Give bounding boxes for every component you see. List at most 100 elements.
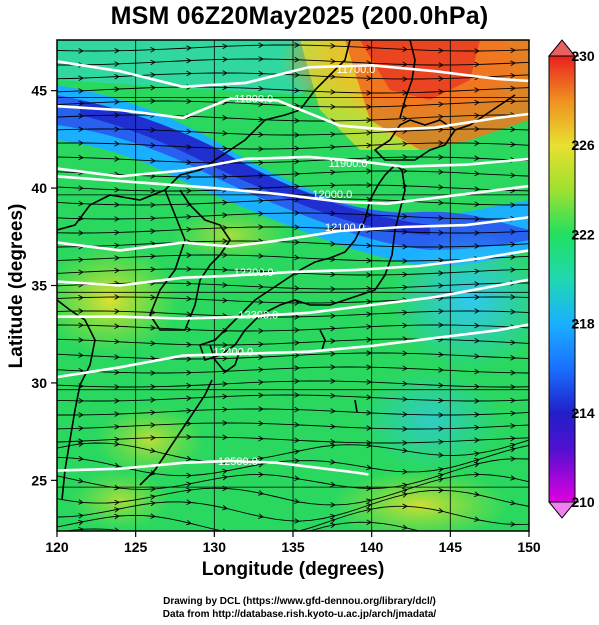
streamline-arrowhead xyxy=(366,425,372,431)
streamline-arrowhead xyxy=(150,142,156,149)
streamline-arrowhead xyxy=(510,521,516,528)
streamline-arrowhead xyxy=(186,481,192,488)
streamline-arrowhead xyxy=(474,337,480,344)
streamline-arrowhead xyxy=(294,210,300,216)
x-tick-label: 125 xyxy=(124,539,148,555)
streamline-arrowhead xyxy=(402,468,408,475)
streamline-arrowhead xyxy=(222,355,228,362)
contour-line xyxy=(57,459,369,476)
streamline-arrowhead xyxy=(258,101,264,107)
streamline-arrowhead xyxy=(438,140,444,146)
x-tick-label: 150 xyxy=(517,539,541,555)
streamline-arrowhead xyxy=(222,225,228,231)
streamline-arrowhead xyxy=(258,341,264,348)
streamline-arrowhead xyxy=(438,282,444,289)
streamline-arrowhead xyxy=(510,85,516,92)
lat-lon-grid xyxy=(57,40,529,531)
streamline-arrowhead xyxy=(186,45,192,51)
contour-label: 11800.0 xyxy=(234,93,273,105)
streamline-arrowhead xyxy=(186,455,192,462)
streamline-arrowhead xyxy=(294,183,300,190)
contour-line xyxy=(57,60,529,89)
streamline-arrowhead xyxy=(474,461,480,468)
streamline-arrowhead xyxy=(150,294,156,301)
streamline-arrowhead xyxy=(330,182,336,189)
streamline-arrowhead xyxy=(402,61,408,68)
streamline-arrowhead xyxy=(402,309,408,316)
streamline-arrowhead xyxy=(222,252,228,258)
colorbar-tick-label: 222 xyxy=(571,226,595,242)
streamline-arrowhead xyxy=(510,309,516,315)
streamline-arrowhead xyxy=(510,126,516,133)
streamline-arrowhead xyxy=(78,230,84,236)
streamline-arrowhead xyxy=(78,412,84,418)
map-figure: 11700.0 11800.0 11900.0 12000.0 12100.0 12200… xyxy=(6,39,595,580)
streamline-arrowhead xyxy=(150,157,156,164)
streamline-arrowhead xyxy=(258,490,264,496)
streamline-arrowhead xyxy=(438,199,444,206)
streamline-arrowhead xyxy=(510,397,516,404)
streamline-arrowhead xyxy=(222,130,228,137)
streamline-arrowhead xyxy=(438,184,444,191)
colorbar-tick-label: 226 xyxy=(571,137,595,153)
streamline-arrowhead xyxy=(474,186,480,192)
streamline-arrowhead xyxy=(258,56,264,62)
streamline-arrowhead xyxy=(150,84,156,91)
streamline-arrowhead xyxy=(510,72,516,79)
streamline-arrowhead xyxy=(150,253,156,260)
streamline-arrowhead xyxy=(150,384,156,390)
streamline-arrowhead xyxy=(402,396,408,402)
colorbar-bar xyxy=(548,55,576,503)
streamline-arrowhead xyxy=(78,88,84,94)
streamline-arrowhead xyxy=(294,458,300,464)
streamline-arrowhead xyxy=(402,426,408,432)
streamline-arrowhead xyxy=(438,473,444,479)
streamline-arrowhead xyxy=(366,117,372,123)
contour-line xyxy=(57,216,529,252)
y-axis-ticks: 25 30 35 40 45 xyxy=(31,83,57,488)
streamline-arrowhead xyxy=(78,75,84,81)
streamline-arrowhead xyxy=(294,285,300,292)
streamline-arrowhead xyxy=(402,284,408,291)
streamline-arrowhead xyxy=(186,395,192,402)
contour-label: 11900.0 xyxy=(329,158,368,170)
streamline-arrowhead xyxy=(258,435,264,442)
streamline-arrowhead xyxy=(114,187,120,193)
streamline-arrowhead xyxy=(474,308,480,314)
streamline-arrowhead xyxy=(294,352,300,359)
x-tick-label: 140 xyxy=(360,539,384,555)
streamline-arrowhead xyxy=(366,507,372,513)
streamline-arrowhead xyxy=(402,524,408,530)
streamline-arrowhead xyxy=(222,505,228,511)
streamline-arrowhead xyxy=(474,140,480,147)
streamline-arrowhead xyxy=(510,254,516,260)
streamline-arrowhead xyxy=(402,243,408,250)
streamline-arrowhead xyxy=(258,471,264,478)
streamline-arrowhead xyxy=(222,238,228,244)
streamline xyxy=(57,505,529,531)
streamline-arrowhead xyxy=(402,488,408,494)
streamline-arrowhead xyxy=(186,57,192,64)
streamline-arrowhead xyxy=(150,435,156,441)
streamline-arrowhead xyxy=(366,130,372,136)
y-tick-label: 35 xyxy=(31,278,47,294)
streamline-arrowhead xyxy=(114,398,120,404)
streamline-arrowhead xyxy=(402,115,408,122)
streamline-arrowhead xyxy=(330,104,336,110)
streamline-arrowhead xyxy=(294,56,300,63)
x-axis-ticks: 120 125 130 135 140 145 150 xyxy=(45,531,541,555)
streamline-arrowhead xyxy=(258,70,264,77)
streamline-arrowhead xyxy=(366,272,372,278)
streamline-arrowhead xyxy=(366,182,372,188)
streamline-arrowhead xyxy=(438,439,444,445)
streamline-arrowhead xyxy=(510,446,516,453)
streamline-arrowhead xyxy=(294,518,300,524)
contour-line xyxy=(57,278,529,320)
streamline-arrowhead xyxy=(294,340,300,346)
x-tick-label: 145 xyxy=(439,539,463,555)
streamline-arrowhead xyxy=(186,434,192,440)
streamline-arrowhead xyxy=(78,337,84,343)
streamline-arrowhead xyxy=(186,159,192,166)
streamline-arrowhead xyxy=(510,369,516,376)
streamline-arrowhead xyxy=(294,42,300,48)
